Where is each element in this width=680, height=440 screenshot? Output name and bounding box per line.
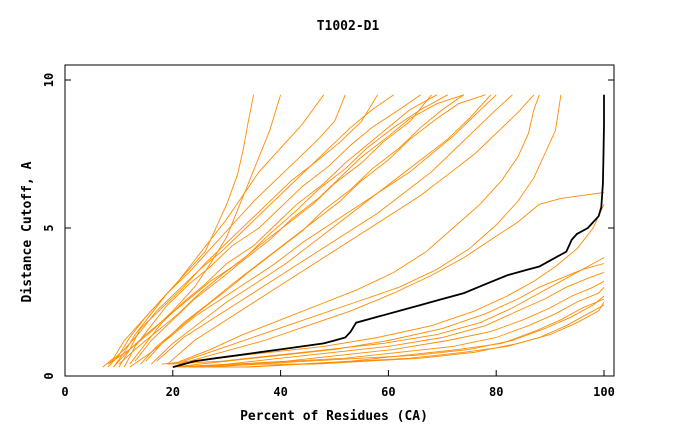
y-tick-label: 5 — [42, 224, 56, 231]
model-line-17 — [183, 94, 562, 362]
model-line-8 — [134, 94, 465, 362]
plot-frame — [64, 64, 615, 377]
model-line-2 — [107, 94, 325, 368]
model-line-5 — [107, 94, 395, 365]
model-line-16 — [172, 94, 540, 365]
model-line-12 — [113, 94, 432, 368]
highlight-layer — [172, 94, 605, 368]
model-line-20 — [172, 271, 605, 368]
chart-title: T1002-D1 — [317, 19, 380, 34]
model-line-29 — [107, 94, 282, 365]
model-line-1 — [102, 94, 255, 368]
highlight-line — [172, 94, 605, 368]
x-tick-label: 100 — [593, 385, 615, 399]
x-tick-label: 60 — [381, 385, 395, 399]
model-line-18 — [178, 192, 605, 365]
y-axis-label: Distance Cutoff, A — [20, 161, 35, 302]
model-line-15 — [167, 94, 535, 365]
model-line-30 — [129, 94, 497, 368]
x-tick-label: 20 — [166, 385, 180, 399]
y-tick-label: 0 — [42, 372, 56, 379]
model-line-7 — [129, 94, 438, 365]
x-axis-label: Percent of Residues (CA) — [240, 409, 428, 424]
y-tick-label: 10 — [42, 73, 56, 87]
x-tick-label: 40 — [273, 385, 287, 399]
model-line-27 — [161, 204, 605, 365]
model-line-9 — [118, 94, 448, 365]
model-line-3 — [113, 94, 346, 368]
model-line-4 — [118, 94, 378, 368]
x-tick-label: 0 — [61, 385, 68, 399]
model-line-10 — [140, 94, 465, 365]
model-line-24 — [194, 304, 605, 368]
ticks-layer: 0 20 40 60 80 100 0 5 10 — [42, 73, 615, 399]
model-line-19 — [172, 263, 605, 368]
model-line-26 — [205, 301, 605, 368]
model-line-6 — [123, 94, 421, 368]
model-line-25 — [199, 295, 605, 368]
model-line-14 — [156, 94, 513, 362]
series-layer — [102, 94, 605, 368]
model-line-28 — [167, 257, 605, 365]
x-tick-label: 80 — [489, 385, 503, 399]
model-line-11 — [145, 94, 486, 362]
model-line-22 — [183, 286, 605, 368]
model-line-13 — [150, 94, 492, 365]
